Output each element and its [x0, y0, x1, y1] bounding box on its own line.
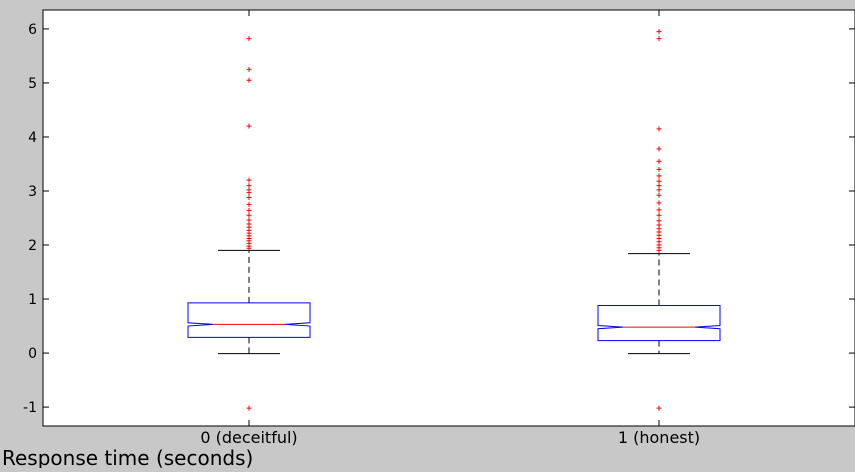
outlier-point	[246, 405, 252, 411]
y-tick-label: -1	[23, 400, 37, 416]
y-tick-label: 3	[28, 184, 37, 200]
plot-area	[42, 9, 855, 427]
outlier-point	[656, 126, 662, 132]
outlier-point	[246, 187, 252, 193]
x-tick-label: 1 (honest)	[618, 428, 700, 447]
outlier-point	[656, 158, 662, 164]
outlier-point	[656, 187, 662, 193]
outlier-point	[656, 200, 662, 206]
outlier-point	[246, 66, 252, 72]
y-tick-label: 4	[28, 130, 37, 146]
y-tick-label: 1	[28, 292, 37, 308]
outlier-point	[656, 212, 662, 218]
y-tick-label: 5	[28, 76, 37, 92]
y-tick-label: 2	[28, 238, 37, 254]
box-notched	[187, 302, 311, 338]
outlier-point	[656, 36, 662, 42]
outlier-point	[656, 183, 662, 189]
x-axis-label: Response time (seconds)	[2, 446, 253, 468]
x-tick-label: 0 (deceitful)	[200, 428, 297, 447]
outlier-point	[656, 29, 662, 35]
outlier-point	[656, 178, 662, 184]
outlier-point	[656, 166, 662, 172]
outlier-point	[246, 212, 252, 218]
outlier-point	[656, 222, 662, 228]
outlier-point	[656, 405, 662, 411]
y-tick-label: 0	[28, 346, 37, 362]
outlier-point	[246, 194, 252, 200]
y-tick-label: 6	[28, 22, 37, 38]
outlier-point	[656, 173, 662, 179]
outlier-point	[656, 192, 662, 198]
outlier-point	[246, 183, 252, 189]
outlier-point	[246, 36, 252, 42]
x-axis: 0 (deceitful) 1 (honest)	[200, 10, 700, 447]
outlier-point	[246, 201, 252, 207]
outlier-point	[656, 218, 662, 224]
outlier-point	[246, 217, 252, 223]
boxes	[187, 29, 721, 411]
y-axis: -1 0 1 2 3 4 5 6	[23, 22, 855, 416]
outlier-point	[656, 146, 662, 152]
outlier-point	[246, 77, 252, 83]
outlier-point	[246, 207, 252, 213]
box-notched	[597, 305, 721, 342]
outlier-point	[656, 207, 662, 213]
outlier-point	[246, 177, 252, 183]
outlier-point	[246, 123, 252, 129]
